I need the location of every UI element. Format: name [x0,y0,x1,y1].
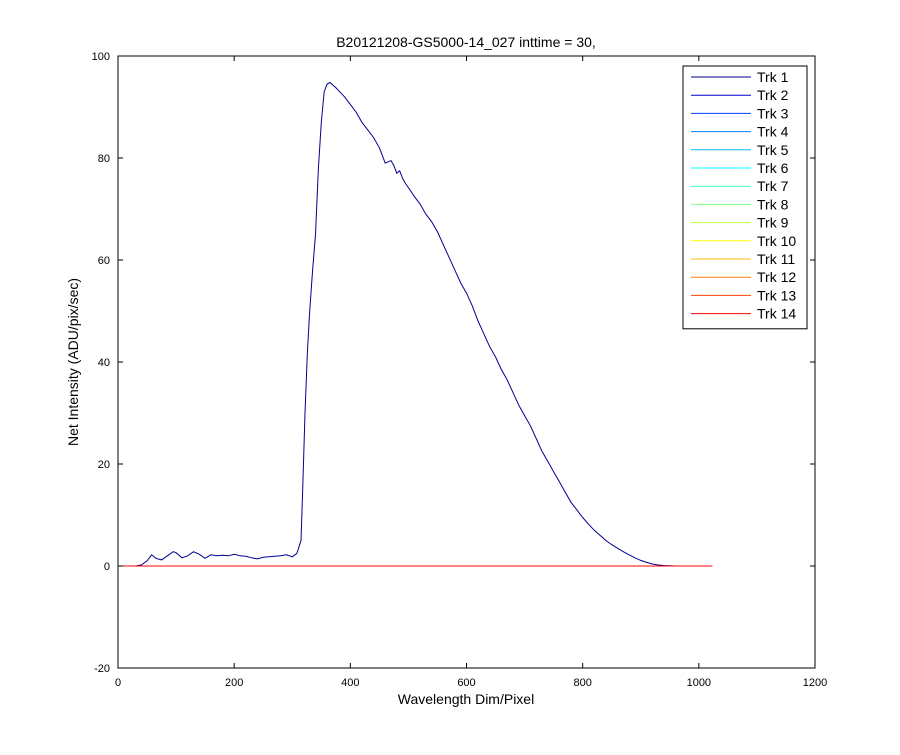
legend-label: Trk 4 [757,124,789,140]
legend-label: Trk 1 [757,69,789,85]
legend-box [682,65,808,330]
series-line-1 [118,81,699,567]
y-tick-label: -20 [94,663,110,675]
legend-label: Trk 7 [757,178,789,194]
legend-label: Trk 9 [757,215,789,231]
y-tick-label: 60 [98,255,110,267]
legend-label: Trk 11 [757,251,795,267]
series-layer [118,81,713,567]
legend-label: Trk 2 [757,87,789,103]
legend-label: Trk 5 [757,142,789,158]
y-tick-label: 100 [92,51,110,63]
chart-title: B20121208-GS5000-14_027 inttime = 30, [336,34,596,50]
legend-label: Trk 6 [757,160,789,176]
x-tick-label: 1000 [687,677,711,689]
legend-label: Trk 10 [757,233,796,249]
y-tick-label: 40 [98,357,110,369]
x-tick-label: 800 [573,677,591,689]
x-tick-label: 400 [341,677,359,689]
y-tick-label: 0 [104,561,110,573]
ticks-layer: 0 200 400 600 800 1000 1200 -20 0 20 40 60 80 100 [92,51,828,689]
x-tick-label: 200 [225,677,243,689]
x-tick-label: 600 [457,677,475,689]
y-axis-label: Net Intensity (ADU/pix/sec) [65,278,81,446]
x-tick-label: 1200 [803,677,827,689]
x-tick-label: 0 [115,677,121,689]
y-tick-label: 20 [98,459,110,471]
legend: Trk 1 Trk 2 Trk 3 Trk 4 Trk 5 Trk 6 Trk 7 Trk 8… [682,65,808,330]
legend-label: Trk 14 [757,306,796,322]
x-axis-label: Wavelength Dim/Pixel [398,691,534,707]
y-tick-label: 80 [98,153,110,165]
legend-label: Trk 8 [757,196,789,212]
legend-label: Trk 13 [757,287,796,303]
legend-label: Trk 3 [757,105,789,121]
legend-label: Trk 12 [757,269,796,285]
